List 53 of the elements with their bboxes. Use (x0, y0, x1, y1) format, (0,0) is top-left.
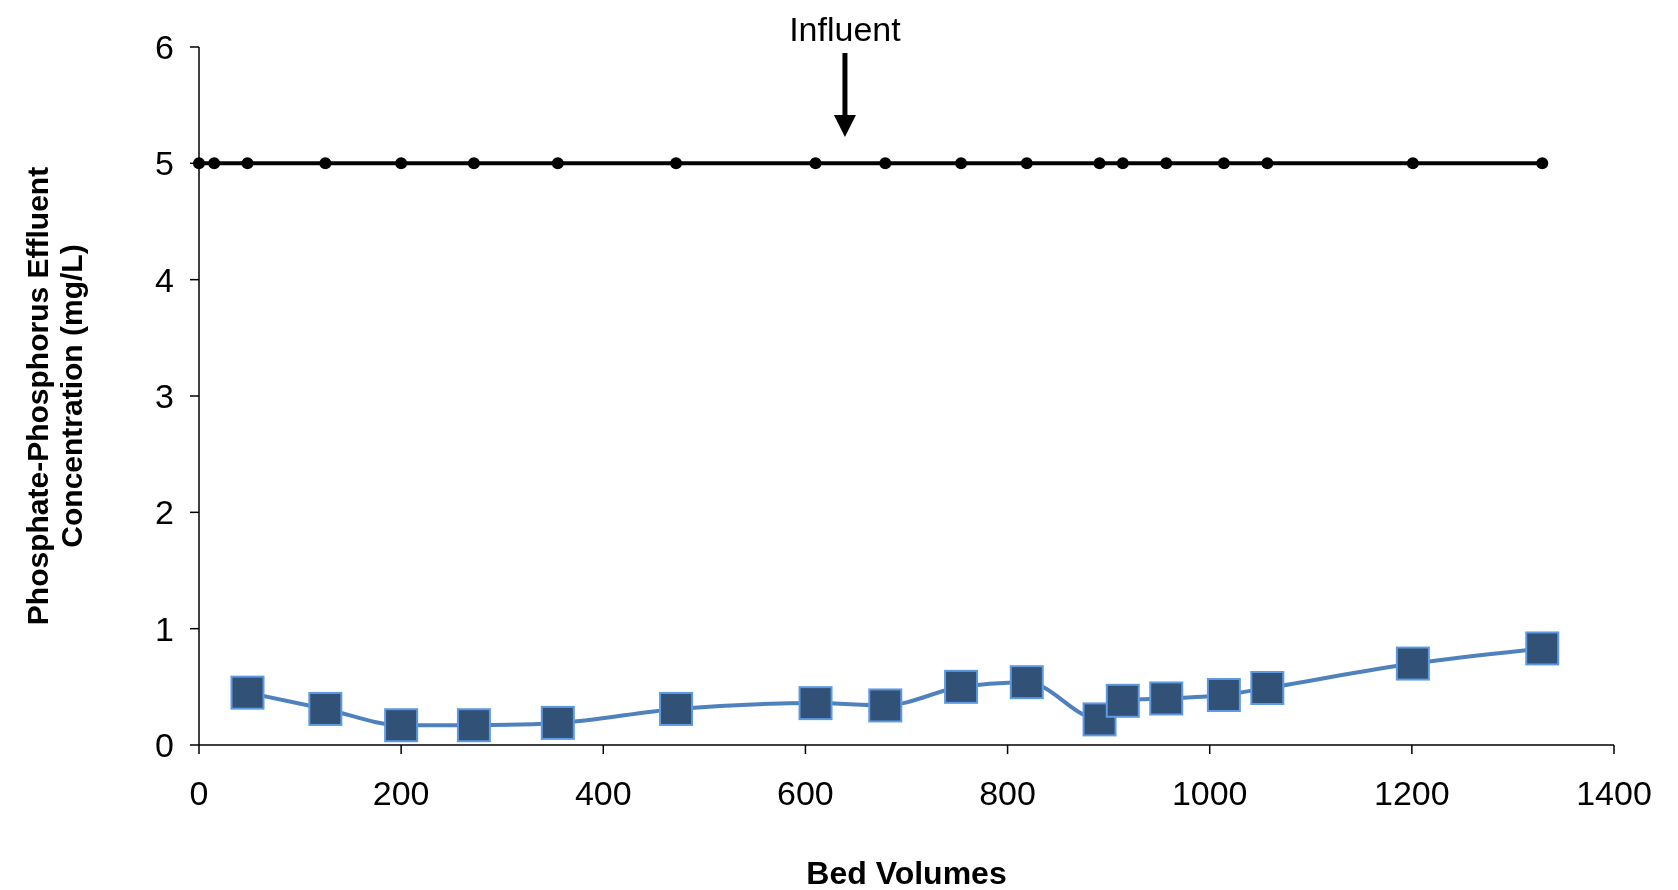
point (1105, 683, 1140, 718)
point (798, 686, 833, 721)
y-tick-label: 2 (155, 493, 174, 532)
point (395, 157, 408, 170)
point (540, 705, 575, 740)
x-tick-label: 800 (979, 774, 1036, 812)
point (241, 157, 254, 170)
point (1116, 157, 1129, 170)
point (1250, 671, 1285, 705)
y-tick-label: 0 (155, 726, 174, 764)
point (670, 157, 683, 170)
point (659, 691, 694, 726)
point (467, 157, 480, 170)
point (879, 157, 892, 170)
point (384, 708, 419, 743)
point (1093, 157, 1106, 170)
point (208, 157, 221, 170)
point (1525, 631, 1560, 666)
point (456, 708, 491, 743)
point (1395, 646, 1430, 681)
point (1536, 157, 1549, 170)
point (308, 691, 343, 726)
point (1217, 157, 1230, 170)
point (230, 675, 265, 710)
y-tick-label: 6 (155, 28, 174, 66)
x-tick-label: 200 (372, 774, 430, 812)
x-tick-label: 0 (189, 774, 209, 812)
point (193, 157, 205, 170)
y-tick-label: 1 (155, 609, 174, 648)
point (1160, 157, 1173, 170)
annotation: Influent (789, 10, 902, 48)
y-tick-label: 4 (155, 260, 174, 299)
y-axis-title: Phosphate-Phosphorus Effluent Concentration (mg/L) (21, 166, 88, 626)
x-tick-label: 1200 (1374, 774, 1450, 812)
point (551, 157, 564, 170)
y-tick-label: 5 (155, 144, 174, 183)
point (1009, 665, 1044, 700)
point (1206, 677, 1241, 712)
x-axis-title: Bed Volumes (806, 855, 1007, 890)
x-tick-label: 400 (574, 774, 632, 812)
point (944, 669, 979, 704)
point (955, 157, 968, 170)
x-tick-label: 600 (777, 774, 834, 812)
point (1406, 157, 1419, 170)
point (319, 157, 332, 170)
point (1020, 157, 1033, 170)
point (809, 157, 822, 170)
y-tick-label: 3 (155, 377, 174, 415)
point (1261, 157, 1274, 170)
x-tick-label: 1400 (1576, 774, 1652, 812)
x-tick-label: 1000 (1171, 774, 1248, 812)
point (868, 688, 903, 723)
point (1149, 681, 1184, 716)
